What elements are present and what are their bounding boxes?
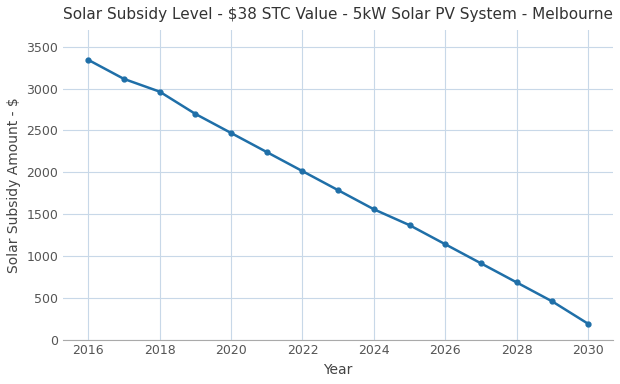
- Title: Solar Subsidy Level - $38 STC Value - 5kW Solar PV System - Melbourne: Solar Subsidy Level - $38 STC Value - 5k…: [63, 7, 613, 22]
- Y-axis label: Solar Subsidy Amount - $: Solar Subsidy Amount - $: [7, 97, 21, 273]
- X-axis label: Year: Year: [324, 363, 353, 377]
